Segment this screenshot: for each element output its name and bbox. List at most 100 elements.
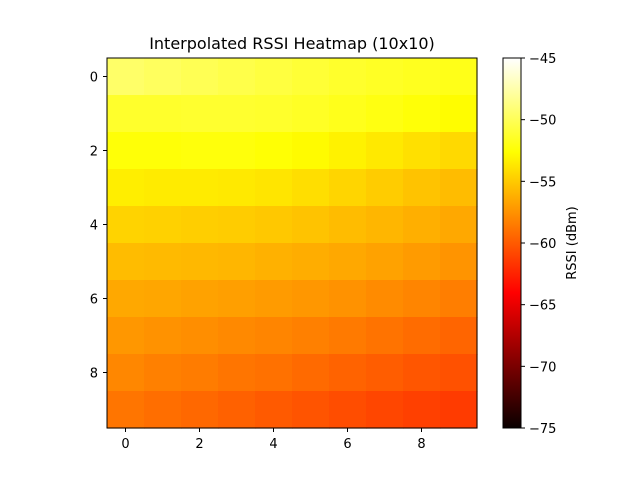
plot-frame	[106, 57, 478, 429]
heatmap-cell	[107, 243, 145, 281]
colorbar-tick-label: −50	[529, 114, 556, 129]
heatmap-cell	[144, 391, 182, 429]
heatmap-cell	[403, 317, 441, 355]
heatmap-cell	[403, 132, 441, 170]
heatmap-cell	[218, 95, 256, 133]
heatmap-cell	[144, 169, 182, 207]
heatmap-cell	[292, 132, 330, 170]
heatmap-cell	[440, 243, 478, 281]
heatmap-cell	[107, 206, 145, 244]
heatmap-cell	[440, 391, 478, 429]
heatmap-cell	[329, 132, 367, 170]
heatmap-cell	[292, 169, 330, 207]
heatmap-cell	[255, 243, 293, 281]
heatmap-cell	[292, 280, 330, 318]
heatmap-cell	[181, 354, 219, 392]
heatmap-cell	[181, 206, 219, 244]
heatmap-cell	[292, 243, 330, 281]
heatmap-cell	[144, 317, 182, 355]
heatmap-cell	[255, 206, 293, 244]
heatmap-cell	[255, 58, 293, 96]
y-tick-label: 2	[90, 145, 98, 160]
heatmap-cell	[218, 391, 256, 429]
x-tick-label: 0	[121, 437, 129, 452]
heatmap-cell	[403, 354, 441, 392]
heatmap-cell	[403, 58, 441, 96]
heatmap-cell	[144, 95, 182, 133]
heatmap-cell	[218, 354, 256, 392]
heatmap-cell	[366, 169, 404, 207]
heatmap-cell	[107, 317, 145, 355]
heatmap-cell	[181, 132, 219, 170]
heatmap-cell	[292, 391, 330, 429]
heatmap-cell	[403, 391, 441, 429]
heatmap-cell	[218, 132, 256, 170]
heatmap-cell	[329, 95, 367, 133]
heatmap-cell	[366, 206, 404, 244]
heatmap-cell	[218, 169, 256, 207]
heatmap-cell	[329, 354, 367, 392]
heatmap-cell	[329, 58, 367, 96]
heatmap-cell	[107, 58, 145, 96]
heatmap-cell	[218, 280, 256, 318]
heatmap-cell	[366, 391, 404, 429]
heatmap-cell	[181, 243, 219, 281]
x-axis: 0 2 4 6 8	[121, 428, 426, 452]
heatmap-cell	[144, 243, 182, 281]
heatmap-cell	[144, 206, 182, 244]
heatmap-cell	[255, 95, 293, 133]
heatmap-cell	[255, 169, 293, 207]
heatmap-cells	[107, 58, 478, 429]
heatmap-cell	[440, 95, 478, 133]
heatmap-cell	[440, 206, 478, 244]
heatmap-cell	[181, 169, 219, 207]
heatmap-cell	[403, 95, 441, 133]
heatmap-cell	[181, 58, 219, 96]
x-tick-label: 2	[195, 437, 203, 452]
heatmap-cell	[366, 132, 404, 170]
heatmap-cell	[218, 58, 256, 96]
heatmap-cell	[403, 169, 441, 207]
heatmap-cell	[181, 317, 219, 355]
heatmap-cell	[255, 354, 293, 392]
heatmap-cell	[218, 317, 256, 355]
heatmap-cell	[366, 95, 404, 133]
heatmap-cell	[366, 243, 404, 281]
heatmap-cell	[181, 95, 219, 133]
y-tick-label: 4	[90, 219, 98, 234]
heatmap-cell	[366, 58, 404, 96]
colorbar-tick-label: −60	[529, 237, 556, 252]
heatmap-cell	[107, 169, 145, 207]
heatmap-cell	[440, 317, 478, 355]
heatmap-cell	[107, 95, 145, 133]
heatmap-cell	[403, 243, 441, 281]
heatmap-cell	[403, 206, 441, 244]
heatmap-cell	[329, 169, 367, 207]
x-tick-label: 8	[417, 437, 425, 452]
heatmap-cell	[181, 280, 219, 318]
heatmap-cell	[107, 280, 145, 318]
heatmap-cell	[292, 354, 330, 392]
heatmap-cell	[329, 243, 367, 281]
heatmap-cell	[107, 354, 145, 392]
x-tick-label: 6	[343, 437, 351, 452]
colorbar-axis: −45 −50 −55 −60 −65 −70 −75	[521, 52, 556, 437]
colorbar-tick-label: −45	[529, 52, 556, 67]
heatmap-cell	[329, 206, 367, 244]
heatmap-cell	[440, 169, 478, 207]
heatmap-cell	[366, 317, 404, 355]
heatmap-cell	[144, 58, 182, 96]
heatmap-cell	[144, 132, 182, 170]
heatmap-cell	[292, 95, 330, 133]
heatmap-cell	[144, 354, 182, 392]
heatmap-cell	[366, 354, 404, 392]
heatmap-cell	[255, 280, 293, 318]
heatmap-cell	[366, 280, 404, 318]
heatmap-cell	[181, 391, 219, 429]
heatmap-cell	[440, 58, 478, 96]
heatmap-cell	[403, 280, 441, 318]
heatmap-cell	[218, 243, 256, 281]
heatmap-cell	[292, 58, 330, 96]
